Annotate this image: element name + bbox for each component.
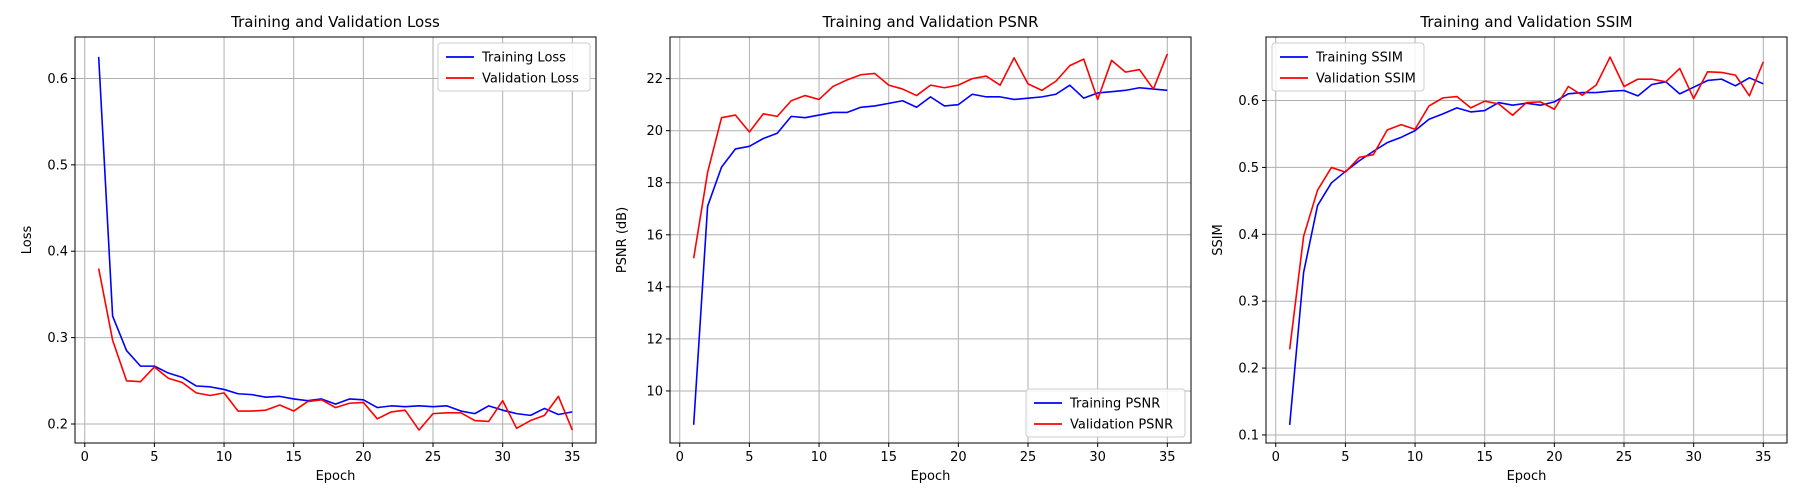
y-tick-label: 12 (646, 332, 663, 347)
y-tick-label: 0.2 (47, 417, 68, 432)
x-tick-label: 35 (1159, 450, 1176, 465)
x-tick-label: 5 (150, 450, 158, 465)
legend-label: Validation PSNR (1070, 418, 1173, 433)
x-tick-label: 10 (1407, 450, 1424, 465)
chart-title: Training and Validation SSIM (1419, 13, 1632, 31)
plot-frame (669, 36, 1192, 444)
y-tick-label: 14 (646, 280, 663, 295)
legend-label: Training Loss (481, 51, 566, 66)
y-tick-label: 18 (646, 176, 663, 191)
legend-label: Validation SSIM (1316, 72, 1416, 87)
x-tick-label: 5 (1341, 450, 1349, 465)
y-tick-label: 0.3 (47, 331, 68, 346)
y-axis-label: PSNR (dB) (615, 207, 630, 273)
chart-title: Training and Validation Loss (230, 13, 440, 31)
legend-label: Training SSIM (1315, 51, 1403, 66)
x-tick-label: 15 (285, 450, 302, 465)
y-tick-label: 0.4 (47, 245, 68, 260)
series-line-training-psnr (692, 84, 1168, 425)
x-tick-label: 20 (950, 450, 967, 465)
legend-label: Training PSNR (1069, 397, 1160, 412)
series-line-training-ssim (1288, 77, 1764, 426)
chart-panel-3: 0 5 10 15 20 25 30 35 0.1 0.2 0.3 0.4 0.5 0.6 Training… (1211, 13, 1788, 484)
y-tick-label: 0.1 (1238, 428, 1259, 443)
y-axis-label: Loss (20, 226, 35, 255)
y-tick-label: 0.5 (1238, 161, 1259, 176)
x-tick-label: 10 (811, 450, 828, 465)
x-tick-label: 20 (1546, 450, 1563, 465)
x-tick-label: 20 (355, 450, 372, 465)
x-tick-label: 5 (745, 450, 753, 465)
legend-box (437, 42, 591, 92)
legend: Training PSNR Validation PSNR (1025, 388, 1186, 438)
legend-box (1025, 388, 1186, 438)
x-tick-label: 0 (81, 450, 89, 465)
legend-label: Validation Loss (482, 72, 579, 87)
x-tick-label: 15 (1476, 450, 1493, 465)
x-tick-label: 0 (1272, 450, 1280, 465)
x-tick-label: 30 (1089, 450, 1106, 465)
y-tick-label: 10 (646, 384, 663, 399)
x-tick-label: 30 (1685, 450, 1702, 465)
x-axis-label: Epoch (316, 469, 356, 484)
series-line-validation-loss (97, 268, 574, 431)
x-tick-label: 0 (676, 450, 684, 465)
legend: Training Loss Validation Loss (437, 42, 591, 92)
plot-frame (1265, 36, 1788, 444)
y-tick-label: 16 (646, 228, 663, 243)
y-tick-label: 0.6 (1238, 94, 1259, 109)
chart-panel-2: 0 5 10 15 20 25 30 35 10 12 14 16 18 20 22 Training and… (615, 13, 1192, 484)
legend: Training SSIM Validation SSIM (1271, 42, 1425, 92)
chart-panel-1: 0 5 10 15 20 25 30 35 0.2 0.3 0.4 0.5 0.6 Training an… (20, 13, 597, 484)
y-tick-label: 0.3 (1238, 295, 1259, 310)
series-line-validation-psnr (692, 53, 1169, 259)
x-tick-label: 35 (564, 450, 581, 465)
y-tick-label: 0.5 (47, 158, 68, 173)
y-tick-label: 0.6 (47, 72, 68, 87)
x-axis-label: Epoch (911, 469, 951, 484)
y-tick-label: 20 (646, 124, 663, 139)
legend-box (1271, 42, 1425, 92)
x-tick-label: 30 (494, 450, 511, 465)
series-line-training-loss (97, 56, 573, 417)
x-axis-label: Epoch (1507, 469, 1547, 484)
x-tick-label: 25 (1616, 450, 1633, 465)
y-tick-label: 0.2 (1238, 362, 1259, 377)
y-axis-label: SSIM (1211, 224, 1226, 256)
plot-frame (74, 36, 597, 444)
x-tick-label: 10 (216, 450, 233, 465)
y-tick-label: 0.4 (1238, 228, 1259, 243)
x-tick-label: 35 (1755, 450, 1772, 465)
series-line-validation-ssim (1288, 56, 1765, 350)
chart-title: Training and Validation PSNR (822, 13, 1039, 31)
x-tick-label: 25 (425, 450, 442, 465)
x-tick-label: 25 (1020, 450, 1037, 465)
y-tick-label: 22 (646, 72, 663, 87)
x-tick-label: 15 (880, 450, 897, 465)
